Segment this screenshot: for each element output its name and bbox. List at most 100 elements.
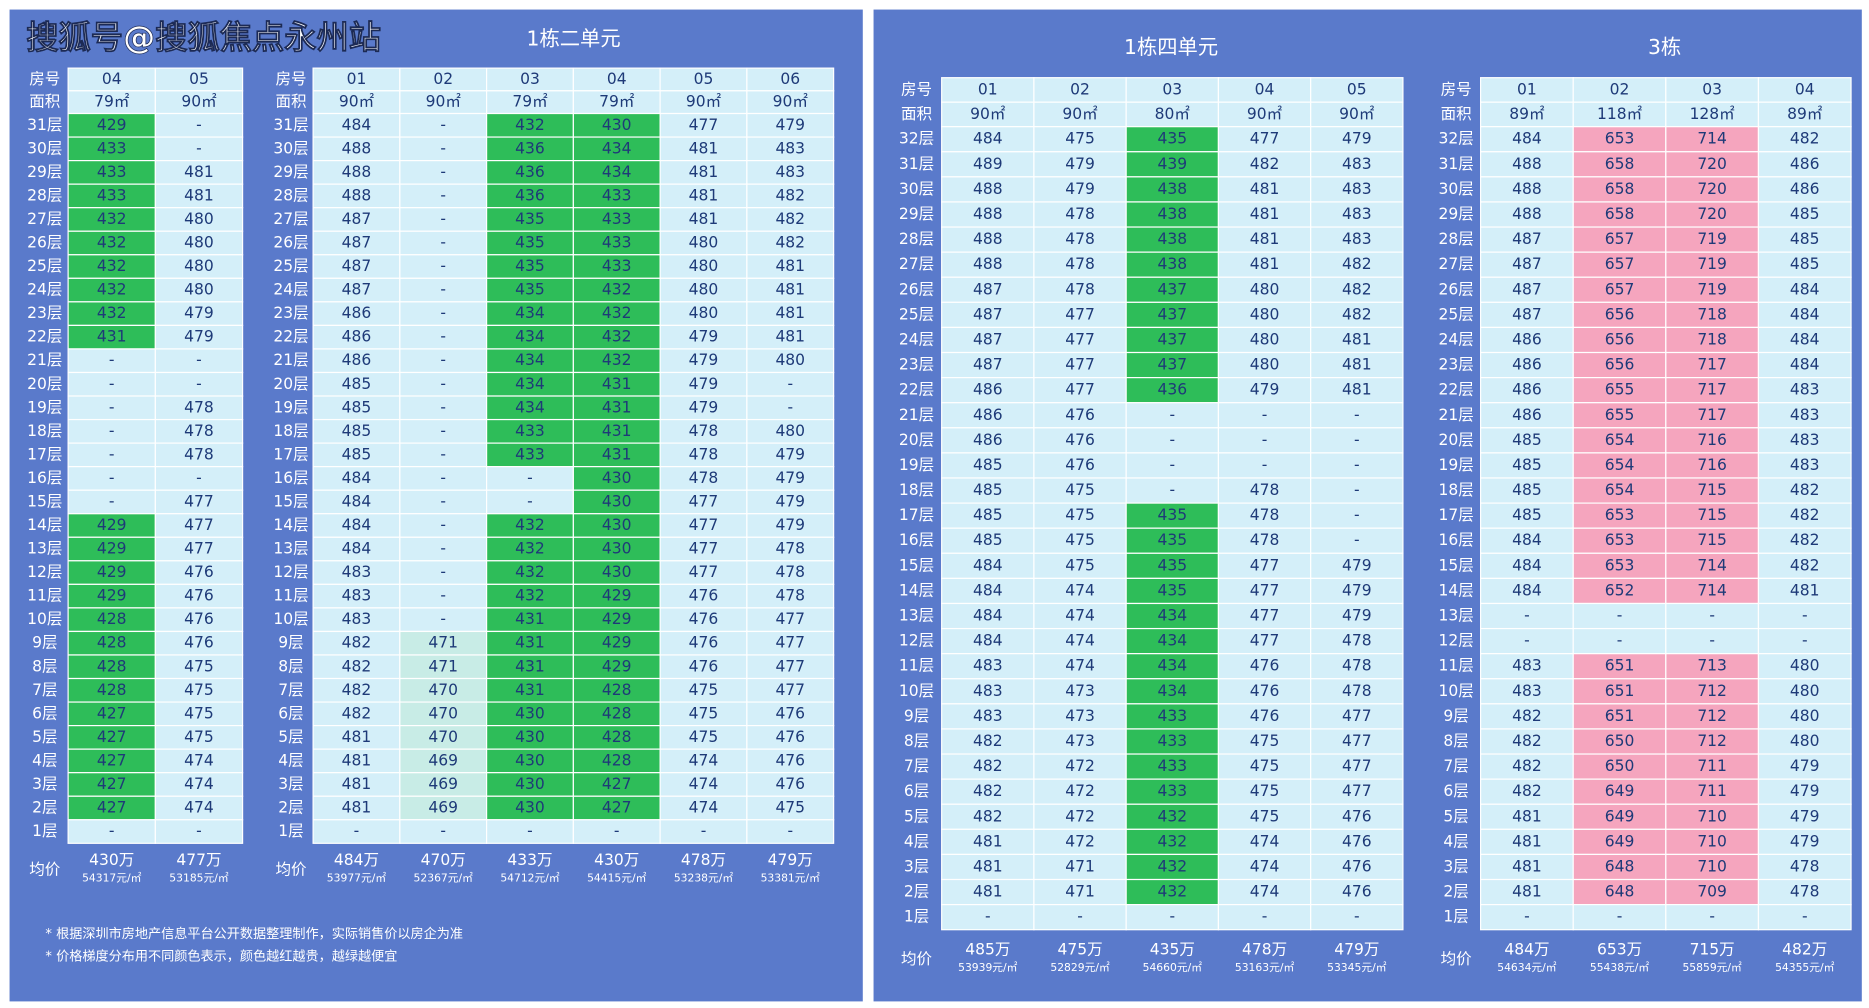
price: 651 xyxy=(1605,657,1635,675)
price: - xyxy=(527,822,533,840)
price: 430 xyxy=(602,516,632,534)
price: 477 xyxy=(1065,305,1095,323)
price: 650 xyxy=(1605,757,1635,775)
price: 485 xyxy=(973,531,1003,549)
price: 474 xyxy=(184,798,214,816)
price: 427 xyxy=(602,775,632,793)
header-cell xyxy=(1572,101,1667,128)
price: 479 xyxy=(1342,607,1372,625)
price: 478 xyxy=(1250,531,1280,549)
floor-label: 15层 xyxy=(1438,556,1473,574)
price: 484 xyxy=(973,632,1003,650)
unit-no: 02 xyxy=(1610,80,1630,98)
floor-label: 8层 xyxy=(278,657,303,675)
price: 487 xyxy=(1512,280,1542,298)
floor-label: 10层 xyxy=(1438,682,1473,700)
price: 437 xyxy=(1157,356,1187,374)
floor-label: 9层 xyxy=(904,707,929,725)
price: 430 xyxy=(515,775,545,793)
price: 431 xyxy=(515,681,545,699)
price: 434 xyxy=(515,304,545,322)
price: 431 xyxy=(515,610,545,628)
price: - xyxy=(1524,908,1530,926)
price: 428 xyxy=(97,681,127,699)
price: 480 xyxy=(184,210,214,228)
price: 474 xyxy=(1065,607,1095,625)
price-cell xyxy=(1572,301,1667,329)
floor-label: 13层 xyxy=(27,540,62,558)
price: 658 xyxy=(1605,155,1635,173)
floor-label: 15层 xyxy=(273,492,308,510)
avg-price: 433万 xyxy=(507,851,552,869)
price: 471 xyxy=(1065,857,1095,875)
price: 471 xyxy=(428,657,458,675)
price: - xyxy=(1354,406,1360,424)
price-cell xyxy=(1217,527,1312,554)
price: 481 xyxy=(973,883,1003,901)
price: 478 xyxy=(1790,857,1820,875)
price-cell xyxy=(1757,904,1852,931)
floor-label: 8层 xyxy=(32,657,57,675)
price-cell xyxy=(1757,527,1852,554)
price-cell xyxy=(1217,176,1312,203)
price: 716 xyxy=(1697,431,1727,449)
price-cell xyxy=(1125,251,1220,278)
price: 479 xyxy=(775,469,805,487)
floor-label: 26层 xyxy=(273,234,308,252)
price-cell xyxy=(1217,678,1312,705)
price: 433 xyxy=(515,445,545,463)
price-cell xyxy=(1125,653,1220,680)
price: 475 xyxy=(1065,506,1095,524)
price: 431 xyxy=(515,657,545,675)
avg-price: 484万 xyxy=(1504,941,1549,959)
floor-label: 29层 xyxy=(27,163,62,181)
price: 437 xyxy=(1157,280,1187,298)
price: 478 xyxy=(689,422,719,440)
avg-unit-price: 53238元/㎡ xyxy=(674,871,734,884)
price: 438 xyxy=(1157,180,1187,198)
price: 657 xyxy=(1605,280,1635,298)
price: 470 xyxy=(428,728,458,746)
price: - xyxy=(440,257,446,275)
unit-area: 79㎡ xyxy=(599,93,635,111)
price-cell xyxy=(1125,552,1220,579)
price: - xyxy=(109,375,115,393)
unit-no: 05 xyxy=(694,70,714,88)
price: 480 xyxy=(184,234,214,252)
price: - xyxy=(440,516,446,534)
unit-no: 04 xyxy=(102,70,122,88)
price: 479 xyxy=(1250,381,1280,399)
price: - xyxy=(109,469,115,487)
price: 485 xyxy=(973,456,1003,474)
price: 474 xyxy=(689,798,719,816)
price: - xyxy=(440,563,446,581)
price: 481 xyxy=(1512,857,1542,875)
floor-label: 26层 xyxy=(1438,280,1473,298)
price: 477 xyxy=(775,610,805,628)
price: 483 xyxy=(1790,456,1820,474)
floor-label: 8层 xyxy=(904,732,929,750)
price: 437 xyxy=(1157,330,1187,348)
price: 435 xyxy=(515,281,545,299)
price-cell xyxy=(1310,853,1404,881)
price: 478 xyxy=(184,445,214,463)
price-cell xyxy=(1125,728,1220,755)
price-cell xyxy=(1310,878,1404,906)
price: 648 xyxy=(1605,883,1635,901)
price-cell xyxy=(1757,402,1852,429)
price: 477 xyxy=(1065,330,1095,348)
floor-label: 28层 xyxy=(273,186,308,204)
price: - xyxy=(109,422,115,440)
avg-unit-price: 54355元/㎡ xyxy=(1775,961,1835,974)
price: 485 xyxy=(342,375,372,393)
price: - xyxy=(440,210,446,228)
floor-label: 13层 xyxy=(1438,607,1473,625)
price: 429 xyxy=(97,540,127,558)
avg-unit-price: 53939元/㎡ xyxy=(958,961,1018,974)
floor-label: 5层 xyxy=(32,728,57,746)
price: - xyxy=(1617,632,1623,650)
price: - xyxy=(440,587,446,605)
price-cell xyxy=(1033,627,1127,655)
price-cell xyxy=(941,527,1035,554)
price-cell xyxy=(1572,351,1667,379)
